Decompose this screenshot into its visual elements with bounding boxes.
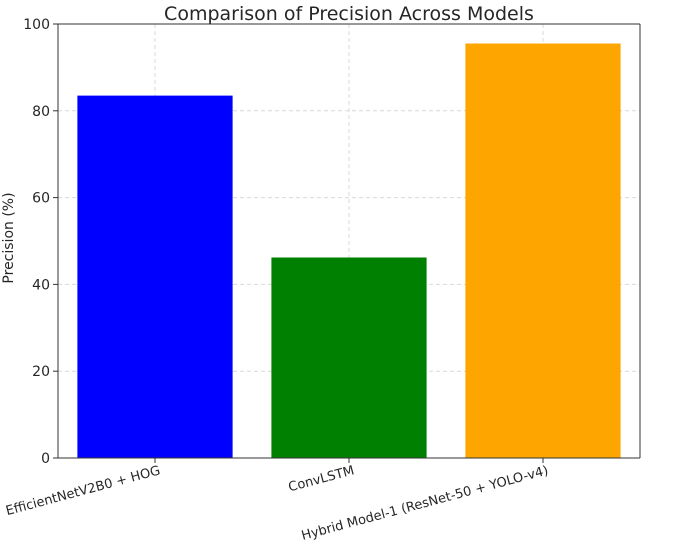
- x-tick-label: EfficientNetV2B0 + HOG: [4, 463, 162, 519]
- y-axis-label: Precision (%): [1, 192, 17, 283]
- x-tick-label: ConvLSTM: [287, 463, 356, 495]
- bar-1: [77, 95, 233, 459]
- y-tick-label: 0: [41, 451, 50, 467]
- y-tick-label: 100: [23, 17, 50, 33]
- y-tick-label: 80: [32, 104, 50, 120]
- y-tick-label: 20: [32, 364, 50, 380]
- y-tick-label: 60: [32, 191, 50, 207]
- y-axis-ticks: 0 20 40 60 80 100: [23, 17, 58, 467]
- bars: [77, 43, 621, 459]
- bar-3: [465, 43, 621, 458]
- bar-2: [271, 257, 427, 458]
- y-tick-label: 40: [32, 277, 50, 293]
- chart-title: Comparison of Precision Across Models: [164, 3, 534, 25]
